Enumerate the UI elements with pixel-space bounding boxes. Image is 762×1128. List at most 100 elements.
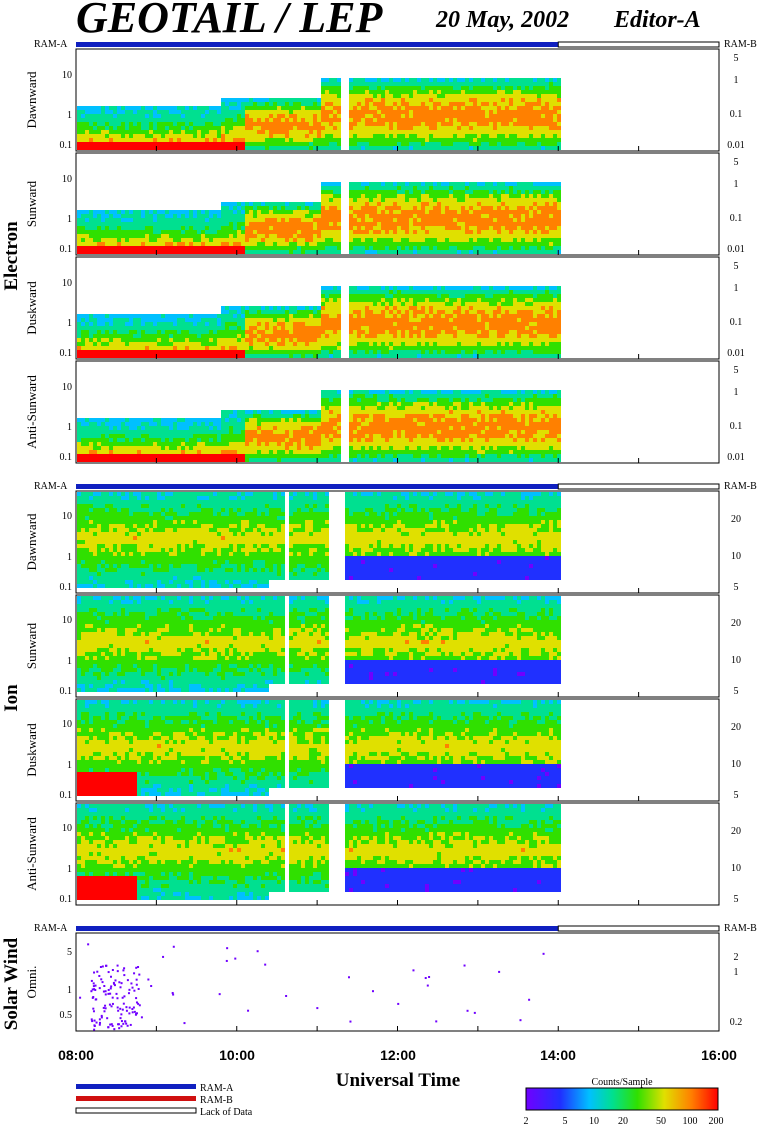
heatmap-cell <box>225 122 229 126</box>
heatmap-cell <box>97 214 101 218</box>
heatmap-cell <box>133 354 137 358</box>
heatmap-cell <box>109 330 113 334</box>
heatmap-cell <box>477 86 481 90</box>
heatmap-cell <box>553 102 557 106</box>
heatmap-cell <box>285 230 289 234</box>
heatmap-cell <box>497 202 501 206</box>
heatmap-cell <box>381 242 385 246</box>
heatmap-cell <box>393 354 397 358</box>
heatmap-cell <box>337 242 341 246</box>
heatmap-cell <box>133 230 137 234</box>
heatmap-cell <box>457 322 461 326</box>
heatmap-cell <box>437 238 441 242</box>
heatmap-cell <box>297 230 301 234</box>
heatmap-cell <box>377 314 381 318</box>
heatmap-cell <box>389 234 393 238</box>
heatmap-cell <box>537 186 541 190</box>
heatmap-cell <box>361 90 365 94</box>
heatmap-cell <box>373 86 377 90</box>
heatmap-cell <box>301 346 305 350</box>
heatmap-cell <box>449 198 453 202</box>
heatmap-cell <box>225 146 229 150</box>
heatmap-cell <box>365 106 369 110</box>
heatmap-cell <box>209 350 213 354</box>
heatmap-cell <box>205 242 209 246</box>
heatmap-cell <box>197 134 201 138</box>
heatmap-cell <box>445 234 449 238</box>
heatmap-cell <box>133 134 137 138</box>
heatmap-cell <box>173 126 177 130</box>
heatmap-cell <box>413 206 417 210</box>
heatmap-cell <box>81 146 85 150</box>
heatmap-cell <box>113 354 117 358</box>
heatmap-cell <box>473 202 477 206</box>
heatmap-cell <box>357 342 361 346</box>
heatmap-cell <box>421 218 425 222</box>
heatmap-cell <box>509 138 513 142</box>
heatmap-cell <box>241 206 245 210</box>
heatmap-cell <box>209 122 213 126</box>
heatmap-cell <box>321 218 325 222</box>
heatmap-cell <box>441 138 445 142</box>
heatmap-cell <box>317 346 321 350</box>
heatmap-cell <box>269 126 273 130</box>
heatmap-cell <box>169 146 173 150</box>
heatmap-cell <box>473 118 477 122</box>
heatmap-cell <box>445 322 449 326</box>
heatmap-cell <box>121 346 125 350</box>
heatmap-cell <box>125 350 129 354</box>
heatmap-cell <box>349 302 353 306</box>
heatmap-cell <box>405 234 409 238</box>
heatmap-cell <box>381 246 385 250</box>
heatmap-cell <box>281 338 285 342</box>
heatmap-cell <box>405 230 409 234</box>
heatmap-cell <box>397 106 401 110</box>
heatmap-cell <box>553 218 557 222</box>
heatmap-cell <box>293 330 297 334</box>
heatmap-cell <box>293 214 297 218</box>
heatmap-cell <box>205 338 209 342</box>
heatmap-cell <box>453 90 457 94</box>
heatmap-cell <box>213 318 217 322</box>
heatmap-cell <box>545 82 549 86</box>
heatmap-cell <box>361 94 365 98</box>
heatmap-cell <box>301 98 305 102</box>
heatmap-cell <box>537 226 541 230</box>
heatmap-cell <box>449 190 453 194</box>
mode-bar-solar-wind: RAM-A RAM-B <box>34 923 757 934</box>
heatmap-cell <box>433 118 437 122</box>
heatmap-cell <box>77 314 81 318</box>
heatmap-cell <box>353 198 357 202</box>
heatmap-cell <box>329 326 333 330</box>
heatmap-cell <box>149 346 153 350</box>
heatmap-cell <box>501 230 505 234</box>
heatmap-cell <box>281 230 285 234</box>
heatmap-cell <box>261 122 265 126</box>
heatmap-cell <box>445 190 449 194</box>
heatmap-cell <box>281 134 285 138</box>
heatmap-cell <box>273 318 277 322</box>
heatmap-cell <box>513 102 517 106</box>
heatmap-cell <box>197 330 201 334</box>
heatmap-cell <box>513 146 517 150</box>
heatmap-cell <box>305 342 309 346</box>
heatmap-cell <box>169 330 173 334</box>
heatmap-cell <box>473 190 477 194</box>
heatmap-cell <box>545 198 549 202</box>
heatmap-cell <box>177 354 181 358</box>
heatmap-cell <box>373 206 377 210</box>
heatmap-cell <box>401 82 405 86</box>
heatmap-cell <box>369 194 373 198</box>
heatmap-cell <box>261 218 265 222</box>
heatmap-cell <box>409 246 413 250</box>
heatmap-cell <box>473 94 477 98</box>
heatmap-cell <box>521 142 525 146</box>
heatmap-cell <box>277 246 281 250</box>
heatmap-cell <box>81 242 85 246</box>
heatmap-cell <box>357 238 361 242</box>
heatmap-cell <box>549 230 553 234</box>
heatmap-cell <box>125 122 129 126</box>
heatmap-cell <box>81 342 85 346</box>
heatmap-cell <box>297 234 301 238</box>
heatmap-cell <box>197 146 201 150</box>
